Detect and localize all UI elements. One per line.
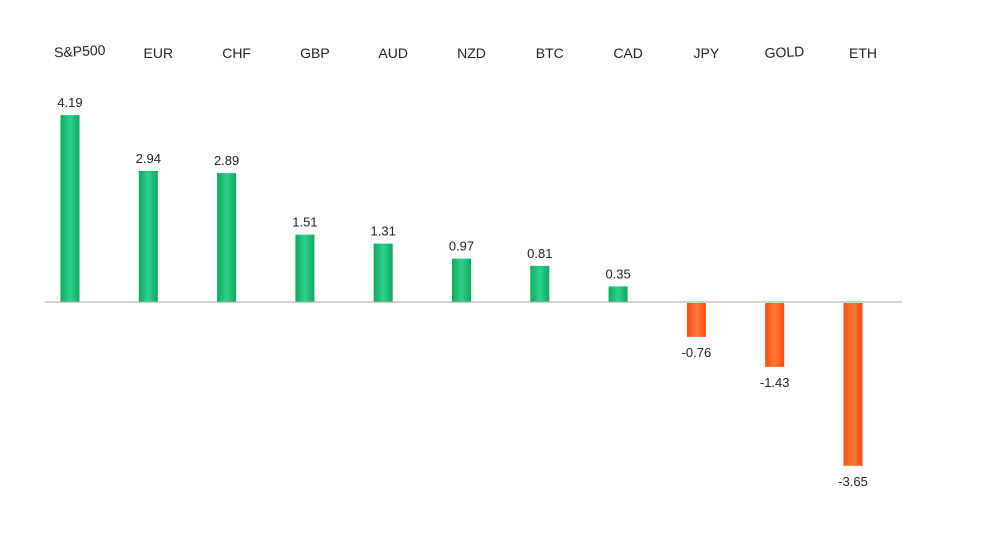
value-labels-group: 4.19 2.94 2.89 1.51 1.31 0.97 0.81 0.35 -0.76 -1.… <box>57 95 867 489</box>
category-label-cad: CAD <box>613 45 643 61</box>
bar-eth <box>843 303 863 466</box>
value-label-gbp: 1.51 <box>292 215 317 230</box>
bar-jpy <box>686 303 706 337</box>
value-label-eur: 2.94 <box>136 151 161 166</box>
category-label-gbp: GBP <box>300 45 330 61</box>
value-label-eth: -3.65 <box>838 474 868 489</box>
value-label-gold: -1.43 <box>760 375 790 390</box>
value-label-aud: 1.31 <box>371 224 396 239</box>
bar-btc <box>530 265 550 302</box>
category-label-btc: BTC <box>536 45 564 61</box>
category-label-jpy: JPY <box>694 45 720 61</box>
bar-chf <box>217 173 237 302</box>
value-label-nzd: 0.97 <box>449 239 474 254</box>
category-label-aud: AUD <box>378 45 408 61</box>
category-label-gold: GOLD <box>764 43 804 61</box>
bar-gold <box>765 303 785 367</box>
bar-gbp <box>295 234 315 302</box>
category-label-nzd: NZD <box>457 45 486 61</box>
category-label-chf: CHF <box>222 45 251 61</box>
value-label-chf: 2.89 <box>214 153 239 168</box>
category-label-eth: ETH <box>849 45 877 61</box>
bar-eur <box>138 170 158 302</box>
category-label-eur: EUR <box>144 45 174 61</box>
value-label-cad: 0.35 <box>605 266 630 281</box>
value-label-btc: 0.81 <box>527 246 552 261</box>
bar-aud <box>373 243 393 302</box>
bar-s-p500 <box>60 115 80 302</box>
value-label-s-p500: 4.19 <box>57 95 82 110</box>
bars-group <box>60 115 863 466</box>
category-label-s-p500: S&P500 <box>54 42 106 61</box>
bar-nzd <box>452 258 471 302</box>
bar-cad <box>608 286 628 302</box>
category-labels-group: S&P500 EUR CHF GBP AUD NZD BTC CAD JPY GOLD ETH <box>54 42 877 61</box>
value-label-jpy: -0.76 <box>682 345 712 360</box>
